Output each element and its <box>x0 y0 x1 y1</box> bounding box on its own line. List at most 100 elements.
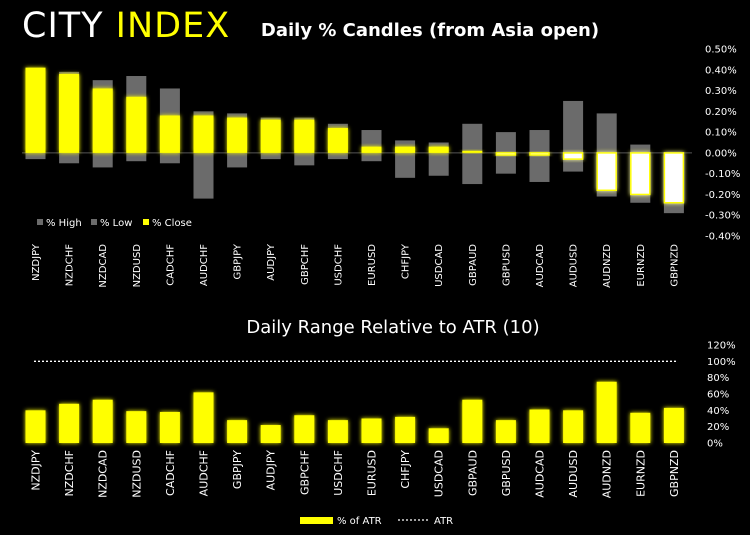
close-bar-gbpusd <box>495 152 517 156</box>
x-tick-label-gbpchf: GBPCHF <box>298 450 311 495</box>
atr-bar-gbpaud <box>462 399 483 443</box>
y-tick-label: -0.30% <box>705 211 740 222</box>
x-tick-label-eurusd: EURUSD <box>367 244 378 286</box>
y-tick-label: 0.20% <box>705 107 737 118</box>
atr-bar-gbpnzd <box>663 407 684 443</box>
x-tick-label-nzdusd: NZDUSD <box>132 244 143 288</box>
atr-bar-gbpusd <box>495 420 516 443</box>
candles-title: Daily % Candles (from Asia open) <box>261 20 599 41</box>
atr-bar-audnzd <box>596 381 617 443</box>
x-tick-label-audcad: AUDCAD <box>535 244 546 288</box>
x-tick-label-gbpaud: GBPAUD <box>468 244 479 286</box>
candles-bars <box>25 67 685 214</box>
atr-bar-audjpy <box>260 425 281 443</box>
x-tick-label-cadchf: CADCHF <box>164 450 177 496</box>
x-tick-label-eurnzd: EURNZD <box>634 450 647 497</box>
atr-legend: % of ATR ATR <box>300 516 453 527</box>
legend-swatch-close <box>143 219 149 225</box>
x-tick-label-audusd: AUDUSD <box>569 244 580 288</box>
y-tick-label: 20% <box>707 422 729 433</box>
legend-label-atr: ATR <box>434 516 453 527</box>
range-bar-audcad <box>529 130 550 182</box>
close-bar-audchf <box>193 115 214 153</box>
y-tick-label: -0.20% <box>705 190 740 201</box>
atr-bar-nzdcad <box>92 399 113 443</box>
x-tick-label-eurnzd: EURNZD <box>636 244 647 287</box>
range-bar-chfjpy <box>395 140 416 178</box>
atr-bar-gbpjpy <box>227 420 248 443</box>
atr-bar-usdchf <box>327 420 348 443</box>
y-tick-label: -0.10% <box>705 169 740 180</box>
close-bar-gbpchf <box>294 119 315 153</box>
x-tick-label-usdcad: USDCAD <box>433 450 446 497</box>
legend-swatch-high <box>37 219 43 225</box>
atr-y-axis: 0% 20% 40% 60% 80% 100% 120% <box>707 341 736 450</box>
x-tick-label-usdcad: USDCAD <box>434 244 445 287</box>
close-bar-chfjpy <box>395 146 416 153</box>
y-tick-label: 0.40% <box>705 65 737 76</box>
atr-bar-gbpchf <box>294 415 315 443</box>
atr-bar-audcad <box>529 409 550 443</box>
x-tick-label-audusd: AUDUSD <box>567 450 580 498</box>
x-tick-label-nzdusd: NZDUSD <box>130 450 143 498</box>
legend-swatch-pct-atr <box>300 517 333 524</box>
legend-swatch-low <box>91 219 97 225</box>
legend-label-low: % Low <box>100 218 132 229</box>
atr-bar-audchf <box>193 392 214 443</box>
y-tick-label: 60% <box>707 390 729 401</box>
candles-x-axis: NZDJPY NZDCHF NZDCAD NZDUSD CADCHF AUDCHF GBPJ… <box>31 243 680 288</box>
y-tick-label: 0% <box>707 439 723 450</box>
atr-bar-chfjpy <box>395 416 416 443</box>
close-bar-gbpjpy <box>227 117 248 153</box>
atr-x-axis: NZDJPY NZDCHF NZDCAD NZDUSD CADCHF AUDCHF GBPJ… <box>30 450 681 499</box>
close-bar-audusd <box>562 152 584 160</box>
atr-title: Daily Range Relative to ATR (10) <box>246 317 539 338</box>
atr-bar-cadchf <box>159 411 180 443</box>
y-tick-label: 120% <box>707 341 736 352</box>
close-bar-audnzd <box>596 152 617 192</box>
candles-legend: % High % Low % Close <box>37 218 192 229</box>
close-bar-audcad <box>529 152 550 156</box>
x-tick-label-nzdchf: NZDCHF <box>65 244 76 287</box>
x-tick-label-gbpnzd: GBPNZD <box>669 244 680 287</box>
close-bar-nzdchf <box>59 73 80 153</box>
x-tick-label-eurusd: EURUSD <box>366 450 379 496</box>
x-tick-label-nzdcad: NZDCAD <box>98 244 109 288</box>
logo-word-city: CITY <box>22 6 104 46</box>
range-bar-eurusd <box>361 130 382 162</box>
legend-label-pct-atr: % of ATR <box>337 516 382 527</box>
x-tick-label-usdchf: USDCHF <box>332 450 345 496</box>
close-bar-usdchf <box>327 127 348 153</box>
close-bar-gbpaud <box>462 150 483 153</box>
x-tick-label-cadchf: CADCHF <box>165 244 176 286</box>
x-tick-label-audjpy: AUDJPY <box>265 450 278 491</box>
close-bar-eurnzd <box>630 152 651 196</box>
close-bar-nzdusd <box>126 96 147 153</box>
x-tick-label-nzdjpy: NZDJPY <box>30 450 43 491</box>
x-tick-label-usdchf: USDCHF <box>333 244 344 286</box>
atr-bar-usdcad <box>428 428 449 443</box>
atr-bar-eurnzd <box>630 412 651 443</box>
close-bar-gbpnzd <box>663 152 685 204</box>
x-tick-label-chfjpy: CHFJPY <box>401 243 412 279</box>
legend-label-high: % High <box>46 218 82 229</box>
atr-bar-nzdusd <box>126 411 147 443</box>
close-bar-eurusd <box>361 146 382 153</box>
close-bar-usdcad <box>428 146 449 153</box>
y-tick-label: 100% <box>707 357 736 368</box>
x-tick-label-gbpjpy: GBPJPY <box>231 450 244 489</box>
x-tick-label-gbpaud: GBPAUD <box>466 450 479 496</box>
range-bar-audusd <box>563 100 584 172</box>
close-bar-cadchf <box>159 115 180 153</box>
x-tick-label-gbpusd: GBPUSD <box>501 244 512 286</box>
x-tick-label-gbpchf: GBPCHF <box>300 244 311 285</box>
x-tick-label-audchf: AUDCHF <box>198 450 211 496</box>
x-tick-label-audnzd: AUDNZD <box>602 244 613 288</box>
atr-bar-nzdjpy <box>25 410 46 443</box>
y-tick-label: 80% <box>707 373 729 384</box>
candles-y-axis: -0.40% -0.30% -0.20% -0.10% 0.00% 0.10% 0.20% 0… <box>705 45 740 243</box>
atr-bars <box>25 381 684 443</box>
x-tick-label-gbpjpy: GBPJPY <box>233 243 244 279</box>
x-tick-label-audchf: AUDCHF <box>199 244 210 286</box>
